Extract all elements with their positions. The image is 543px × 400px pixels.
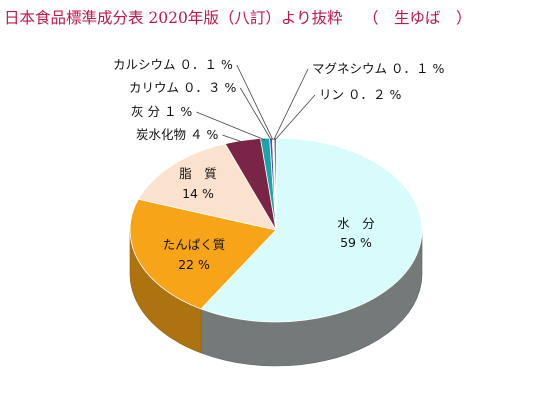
slice-fat	[137, 143, 277, 231]
leader-line-ca	[236, 64, 274, 141]
slice-label-ca: カルシウム ０．１ %	[113, 57, 233, 72]
leader-line-carb	[222, 134, 244, 143]
leader-lines	[196, 64, 316, 143]
slice-label-mg: マグネシウム ０．１ %	[312, 61, 444, 76]
slice-name-water: 水 分	[337, 216, 375, 231]
slice-protein	[129, 198, 277, 310]
slice-value-water: 59 %	[340, 235, 372, 250]
slice-value-fat: 14 %	[182, 186, 214, 201]
leader-line-ash	[196, 111, 266, 141]
leader-line-mg	[273, 68, 309, 141]
slice-labels: 水 分 59 % たんぱく質 22 % 脂 質 14 % 炭水化物 ４ % 灰 分 １ % カリ…	[113, 57, 444, 272]
slice-name-fat: 脂 質	[179, 166, 217, 181]
pie-top	[129, 137, 423, 323]
slice-name-protein: たんぱく質	[163, 237, 226, 252]
slice-value-protein: 22 %	[178, 257, 210, 272]
leader-line-k	[239, 87, 272, 141]
leader-line-p	[274, 94, 316, 141]
slice-label-p: リン ０．２ %	[319, 87, 401, 102]
slice-label-k: カリウム ０．３ %	[129, 80, 236, 95]
slice-water	[200, 137, 423, 323]
slice-label-carb: 炭水化物 ４ %	[136, 127, 218, 142]
chart-title: 日本食品標準成分表 2020年版（八訂）より抜粋 （ 生ゆば ）	[4, 9, 472, 27]
slice-label-ash: 灰 分 １ %	[131, 104, 192, 119]
